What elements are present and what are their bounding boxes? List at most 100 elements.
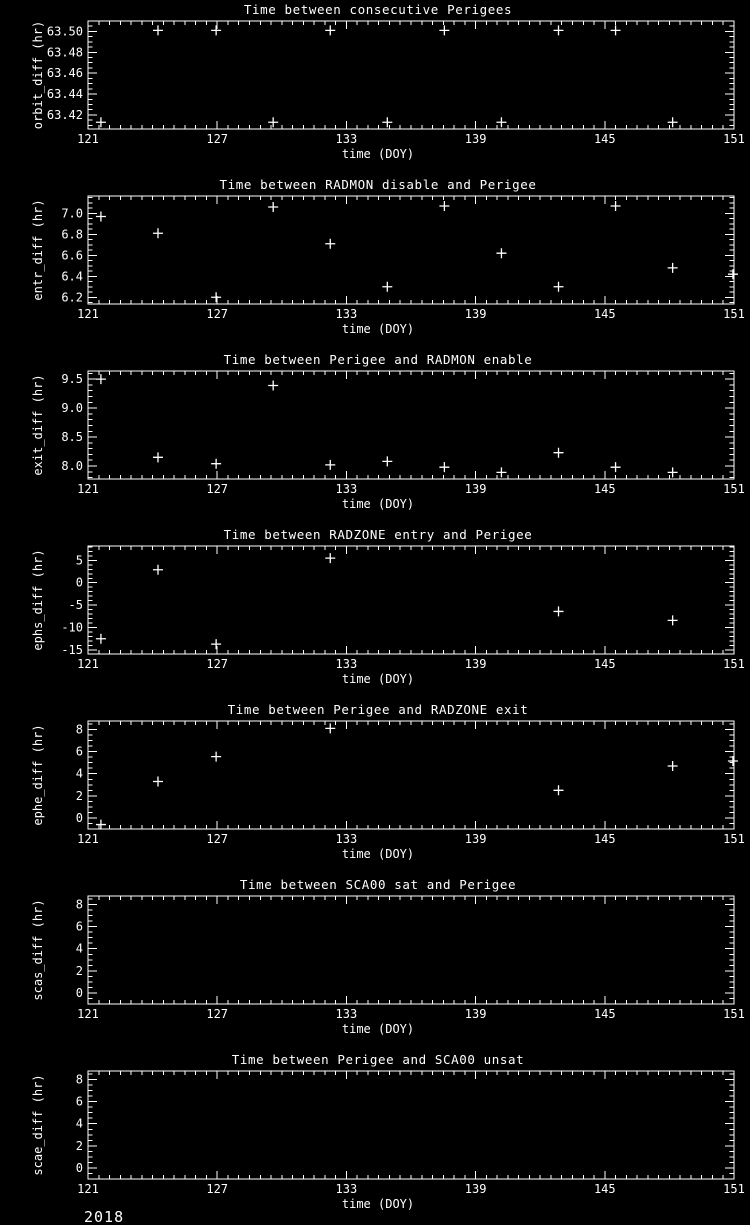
data-point-marker bbox=[727, 269, 738, 280]
data-point-marker bbox=[553, 785, 564, 796]
x-tick-label: 151 bbox=[723, 307, 745, 321]
x-tick-label: 145 bbox=[594, 657, 616, 671]
data-point-marker bbox=[325, 723, 336, 734]
y-tick-label: 8.0 bbox=[61, 459, 83, 473]
data-point-marker bbox=[152, 25, 163, 36]
y-tick-label: 0 bbox=[76, 576, 83, 590]
x-axis-label: time (DOY) bbox=[342, 497, 414, 511]
x-tick-label: 121 bbox=[77, 1007, 99, 1021]
data-point-marker bbox=[667, 262, 678, 273]
data-point-marker bbox=[268, 380, 279, 391]
x-tick-label: 133 bbox=[336, 657, 358, 671]
x-tick-label: 121 bbox=[77, 132, 99, 146]
data-point-marker bbox=[95, 633, 106, 644]
y-tick-label: 4 bbox=[76, 1117, 83, 1131]
y-tick-label: 63.44 bbox=[47, 87, 83, 101]
x-tick-label: 121 bbox=[77, 657, 99, 671]
x-tick-label: 139 bbox=[465, 1182, 487, 1196]
data-point-marker bbox=[325, 238, 336, 249]
data-point-marker bbox=[553, 447, 564, 458]
y-tick-label: 0 bbox=[76, 1161, 83, 1175]
data-point-marker bbox=[439, 462, 450, 473]
y-tick-label: 8 bbox=[76, 723, 83, 737]
x-axis-label: time (DOY) bbox=[342, 1022, 414, 1036]
y-tick-label: 4 bbox=[76, 767, 83, 781]
y-tick-label: 6.6 bbox=[61, 248, 83, 262]
y-axis-label: scae_diff (hr) bbox=[31, 1074, 45, 1175]
x-axis-label: time (DOY) bbox=[342, 322, 414, 336]
x-tick-label: 151 bbox=[723, 832, 745, 846]
y-tick-label: 63.46 bbox=[47, 66, 83, 80]
x-tick-label: 127 bbox=[206, 307, 228, 321]
y-tick-label: -5 bbox=[69, 598, 83, 612]
x-tick-label: 133 bbox=[336, 832, 358, 846]
plot-title: Time between RADZONE entry and Perigee bbox=[224, 527, 533, 542]
x-tick-label: 121 bbox=[77, 482, 99, 496]
data-points bbox=[95, 553, 678, 650]
data-point-marker bbox=[152, 228, 163, 239]
x-tick-label: 145 bbox=[594, 1182, 616, 1196]
y-axis-label: exit_diff (hr) bbox=[31, 374, 45, 475]
data-point-marker bbox=[496, 117, 507, 128]
x-tick-label: 127 bbox=[206, 1182, 228, 1196]
plot-ephe_diff: 121 127 133 139 145 151 0 2 4 6 8 Time between Peri… bbox=[31, 702, 745, 861]
y-tick-label: -15 bbox=[61, 643, 83, 657]
tick-labels: 121 127 133 139 145 151 6.2 6.4 6.6 6.8 7.0 bbox=[61, 206, 745, 321]
x-tick-label: 133 bbox=[336, 132, 358, 146]
x-tick-label: 121 bbox=[77, 832, 99, 846]
axes-frame bbox=[87, 545, 735, 655]
y-tick-label: 8 bbox=[76, 1073, 83, 1087]
data-point-marker bbox=[268, 202, 279, 213]
tick-labels: 121 127 133 139 145 151 0 2 4 6 8 bbox=[76, 898, 745, 1021]
y-tick-label: 0 bbox=[76, 811, 83, 825]
data-point-marker bbox=[439, 25, 450, 36]
data-point-marker bbox=[95, 211, 106, 222]
plot-scae_diff: 121 127 133 139 145 151 0 2 4 6 8 Time between Peri… bbox=[31, 1052, 745, 1211]
x-tick-label: 133 bbox=[336, 307, 358, 321]
data-points bbox=[95, 374, 678, 478]
data-point-marker bbox=[211, 639, 222, 650]
data-point-marker bbox=[268, 117, 279, 128]
data-point-marker bbox=[439, 200, 450, 211]
tick-labels: 121 127 133 139 145 151 0 2 4 6 8 bbox=[76, 1073, 745, 1196]
data-point-marker bbox=[325, 459, 336, 470]
y-axis-label: ephs_diff (hr) bbox=[31, 549, 45, 650]
x-tick-label: 139 bbox=[465, 307, 487, 321]
year-label: 2018 bbox=[84, 1208, 125, 1225]
x-tick-label: 121 bbox=[77, 1182, 99, 1196]
x-axis-label: time (DOY) bbox=[342, 672, 414, 686]
data-point-marker bbox=[325, 25, 336, 36]
plot-entr_diff: 121 127 133 139 145 151 6.2 6.4 6.6 6.8 7.0 Time be… bbox=[31, 177, 745, 336]
data-point-marker bbox=[211, 458, 222, 469]
data-points bbox=[95, 200, 738, 303]
data-point-marker bbox=[667, 467, 678, 478]
data-points bbox=[95, 25, 678, 128]
x-tick-label: 151 bbox=[723, 657, 745, 671]
data-point-marker bbox=[496, 248, 507, 259]
data-point-marker bbox=[610, 462, 621, 473]
plot-title: Time between consecutive Perigees bbox=[244, 2, 512, 17]
data-point-marker bbox=[382, 456, 393, 467]
plot-orbit_diff: 121 127 133 139 145 151 63.42 63.44 63.46 63.48 63… bbox=[31, 2, 745, 161]
x-tick-label: 127 bbox=[206, 657, 228, 671]
y-tick-label: 2 bbox=[76, 964, 83, 978]
axes-frame bbox=[87, 370, 735, 480]
y-tick-label: 6 bbox=[76, 920, 83, 934]
x-tick-label: 133 bbox=[336, 1182, 358, 1196]
y-tick-label: 0 bbox=[76, 986, 83, 1000]
y-tick-label: 63.48 bbox=[47, 45, 83, 59]
y-axis-label: ephe_diff (hr) bbox=[31, 724, 45, 825]
x-tick-label: 145 bbox=[594, 482, 616, 496]
y-tick-label: 8.5 bbox=[61, 430, 83, 444]
tick-labels: 121 127 133 139 145 151 0 2 4 6 8 bbox=[76, 723, 745, 846]
x-tick-label: 151 bbox=[723, 132, 745, 146]
data-point-marker bbox=[95, 819, 106, 830]
x-tick-label: 133 bbox=[336, 482, 358, 496]
tick-labels: 121 127 133 139 145 151 8.0 8.5 9.0 9.5 bbox=[61, 372, 745, 496]
plot-title: Time between RADMON disable and Perigee bbox=[220, 177, 537, 192]
x-axis-label: time (DOY) bbox=[342, 1197, 414, 1211]
data-point-marker bbox=[553, 25, 564, 36]
data-point-marker bbox=[382, 281, 393, 292]
